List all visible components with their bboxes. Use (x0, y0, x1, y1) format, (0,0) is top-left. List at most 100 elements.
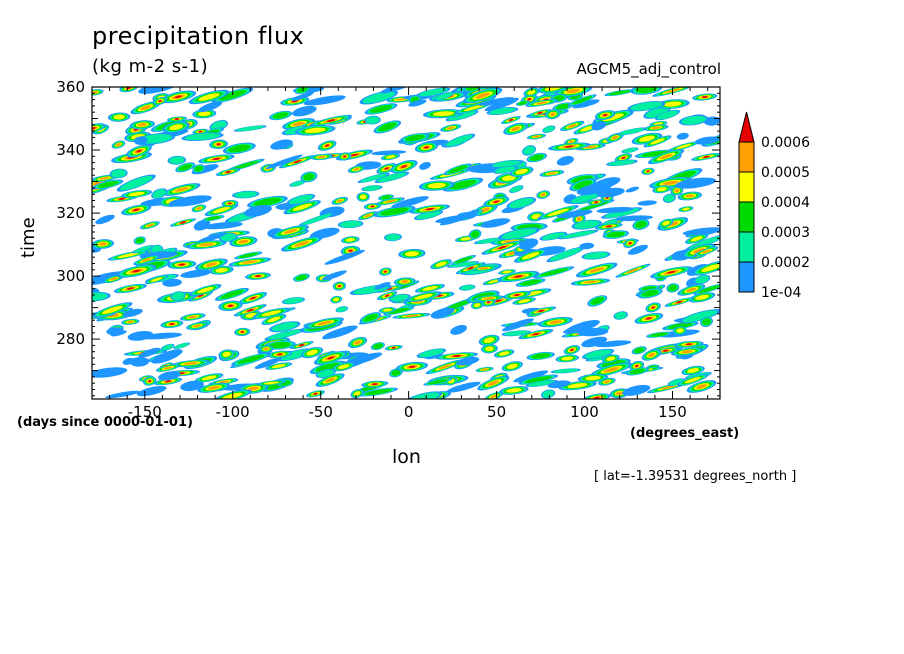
precip-blob (116, 174, 156, 192)
precip-blob (526, 351, 555, 361)
precip-blob (513, 248, 548, 263)
colorbar-segment (738, 261, 755, 293)
colorbar-segment (738, 231, 755, 263)
precip-blob (497, 270, 540, 283)
precip-blob (107, 112, 131, 122)
precip-blob (518, 329, 554, 340)
precip-blob (105, 390, 141, 399)
precip-blob (92, 367, 128, 378)
precip-blob (133, 136, 148, 145)
precip-blob (590, 362, 633, 378)
precip-blob (238, 292, 268, 305)
precip-blob (641, 167, 655, 175)
precip-blob (572, 99, 600, 109)
precip-blob (604, 89, 636, 97)
precip-blob (637, 200, 657, 206)
precip-blob (189, 284, 222, 297)
precip-blob (550, 368, 581, 374)
precip-blob (678, 115, 709, 126)
precip-blob (526, 306, 557, 316)
precip-blob (92, 179, 124, 190)
precip-blob (392, 312, 431, 319)
precip-blob (688, 292, 716, 303)
precip-blob (269, 110, 293, 121)
precip-blob (175, 162, 196, 173)
precip-blob (594, 222, 623, 230)
precip-blob (522, 145, 536, 156)
precip-blob (202, 215, 225, 222)
precip-blob (555, 354, 580, 363)
precip-blob (548, 142, 591, 151)
precip-blob (313, 350, 348, 365)
precip-blob (198, 101, 223, 113)
precip-blob (92, 239, 115, 249)
x-axis-label: lon (392, 446, 421, 468)
precip-blob (309, 360, 346, 375)
precip-blob (162, 121, 190, 133)
precip-blob (384, 233, 402, 242)
precip-blob (625, 367, 650, 376)
precip-blob (662, 321, 699, 331)
precip-blob (587, 295, 608, 307)
y-tick-label: 320 (56, 204, 85, 222)
precip-blob (180, 313, 206, 321)
precip-blob (202, 221, 243, 230)
precip-blob (582, 348, 615, 360)
precip-blob (265, 362, 293, 370)
precip-blob (393, 277, 416, 286)
precip-blob (625, 186, 640, 193)
precip-blob (416, 87, 451, 98)
precip-blob (130, 101, 161, 115)
precip-blob (408, 99, 427, 107)
precip-blob (282, 118, 316, 130)
precip-blob (153, 96, 168, 106)
precip-blobs (92, 87, 720, 399)
precip-blob (309, 227, 340, 239)
precip-blob (539, 231, 568, 241)
precip-blob (416, 348, 447, 359)
precip-blob (375, 197, 405, 206)
precip-blob (151, 188, 168, 199)
precip-blob (583, 393, 611, 399)
precip-blob (536, 190, 551, 199)
precip-blob (622, 384, 651, 396)
precip-blob (357, 172, 390, 183)
precip-blob (456, 356, 480, 366)
precip-blob (455, 262, 486, 275)
precip-blob (347, 165, 365, 174)
precip-blob (298, 212, 336, 227)
precip-blob (154, 377, 183, 386)
precip-blob (560, 120, 585, 132)
precip-blob (594, 340, 632, 348)
precip-blob (686, 380, 717, 393)
x-tick-label: -50 (308, 403, 333, 421)
precip-blob (554, 87, 593, 98)
precip-blob (136, 385, 167, 397)
precip-blob (258, 345, 274, 353)
colorbar-label: 0.0004 (761, 195, 810, 211)
precip-blob (374, 282, 391, 290)
precip-blob (180, 380, 204, 392)
precip-blob (321, 270, 347, 281)
precip-blob (468, 229, 482, 240)
precip-blob (693, 283, 720, 295)
precip-blob (247, 195, 288, 208)
precip-blob (446, 381, 481, 393)
precip-blob (92, 291, 111, 302)
colorbar-segment (738, 141, 755, 173)
precip-blob (133, 254, 160, 266)
precip-blob (634, 312, 664, 324)
precip-blob (306, 390, 325, 398)
precip-blob (281, 297, 306, 305)
precip-blob (244, 204, 272, 217)
precip-blob (602, 230, 630, 239)
precip-blob (425, 359, 465, 375)
precip-blob (304, 317, 344, 329)
precip-blob (391, 196, 429, 209)
chart-title: precipitation flux (92, 22, 305, 50)
precip-blob (265, 154, 303, 169)
y-tick-label: 340 (56, 141, 85, 159)
precip-blob (270, 139, 293, 150)
precip-blob (501, 361, 523, 372)
